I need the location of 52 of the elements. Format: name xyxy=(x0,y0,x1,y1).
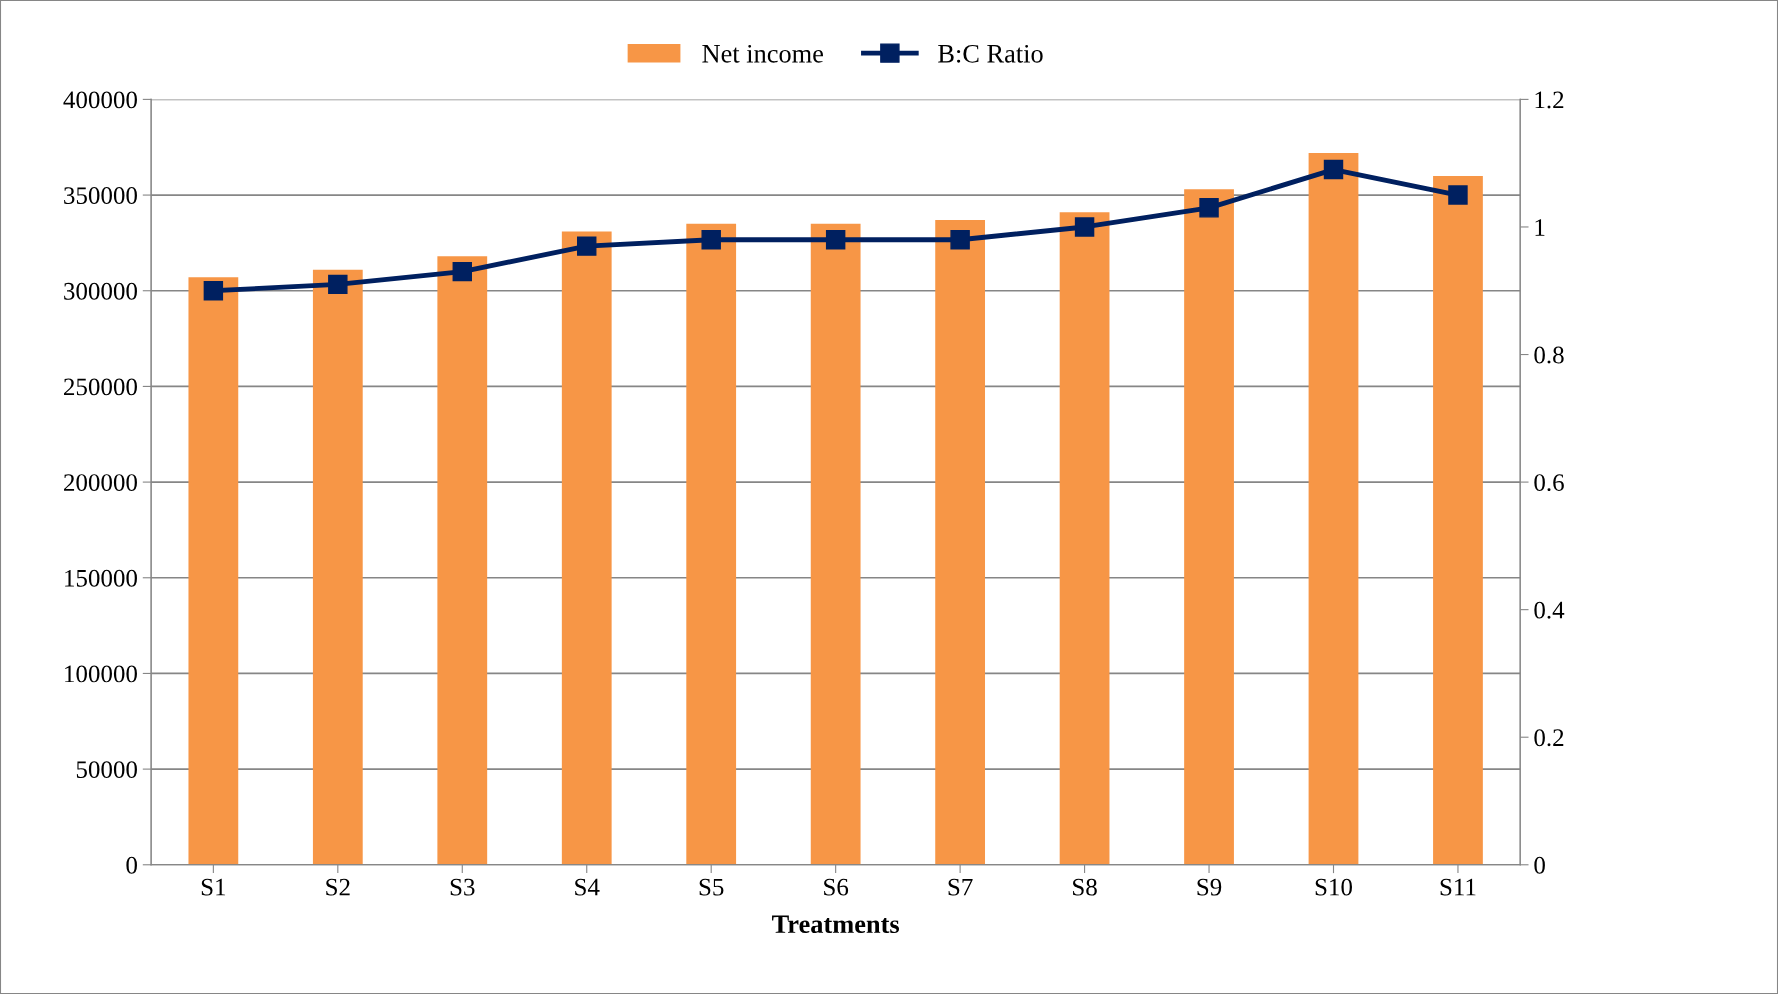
point xyxy=(1074,217,1095,237)
y2-tick-label: 1 xyxy=(1535,219,1545,236)
y-tick-label: 300000 xyxy=(64,282,137,300)
bar xyxy=(188,277,239,865)
x-tick-label: S4 xyxy=(575,878,600,896)
bar xyxy=(935,219,986,865)
y-tick-label: 100000 xyxy=(65,665,137,683)
y-tick-label: 150000 xyxy=(65,569,137,587)
x-tick-label: S7 xyxy=(948,878,973,896)
point xyxy=(825,229,846,250)
x-tick-label: S10 xyxy=(1315,878,1352,896)
bar xyxy=(686,223,737,865)
x-tick-label: S9 xyxy=(1197,878,1222,896)
bar xyxy=(1433,175,1483,865)
y2-tick-label: 0.4 xyxy=(1534,601,1565,619)
bar xyxy=(312,269,363,865)
x-tick-label: S2 xyxy=(326,878,350,896)
point xyxy=(1448,185,1468,205)
x-tick-label: S6 xyxy=(824,878,849,896)
y-tick-label: 250000 xyxy=(64,378,137,396)
x-tick-label: S8 xyxy=(1073,878,1097,896)
bar xyxy=(810,223,861,865)
legend-label: B:C Ratio xyxy=(938,44,1043,63)
y-tick-label: 350000 xyxy=(64,187,137,204)
x-tick-label: S5 xyxy=(699,878,724,896)
point xyxy=(577,236,597,256)
bar xyxy=(437,256,488,865)
point xyxy=(452,261,473,282)
x-tick-label: S3 xyxy=(450,878,475,896)
y2-tick-label: 0.8 xyxy=(1534,346,1564,364)
y-tick-label: 200000 xyxy=(64,474,137,492)
y-tick-label: 0 xyxy=(126,856,137,874)
point xyxy=(950,229,970,250)
point xyxy=(328,274,348,295)
y2-tick-label: 0.2 xyxy=(1534,729,1564,747)
y2-tick-label: 1.2 xyxy=(1535,91,1564,109)
bar xyxy=(1059,212,1110,865)
point xyxy=(701,229,721,250)
point xyxy=(203,281,224,301)
point xyxy=(1323,159,1344,180)
y2-tick-label: 0 xyxy=(1534,856,1545,874)
y-tick-label: 400000 xyxy=(63,91,137,109)
y-tick-label: 50000 xyxy=(76,761,137,779)
y2-tick-label: 0.6 xyxy=(1534,474,1564,492)
point xyxy=(1199,198,1219,218)
x-axis-title: Treatments xyxy=(772,915,900,934)
x-tick-label: S1 xyxy=(201,878,226,896)
x-tick-label: S11 xyxy=(1440,878,1476,896)
bar xyxy=(1184,189,1234,865)
bar xyxy=(561,231,612,865)
bar xyxy=(1308,152,1359,865)
legend-label: Net income xyxy=(702,44,823,63)
